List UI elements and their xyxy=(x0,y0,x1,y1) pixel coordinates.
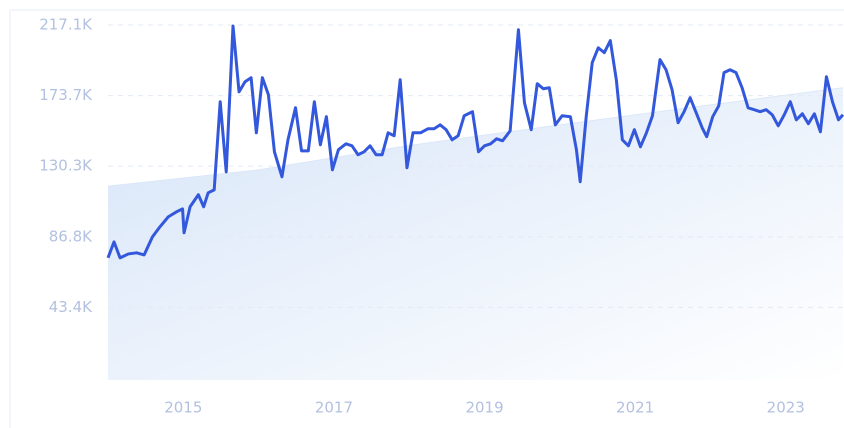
y-tick-label: 43.4K xyxy=(49,298,93,316)
trend-line xyxy=(107,87,844,187)
y-tick-label: 130.3K xyxy=(39,157,93,175)
x-tick-label: 2019 xyxy=(465,399,503,417)
x-tick-label: 2023 xyxy=(767,399,805,417)
x-tick-label: 2017 xyxy=(315,399,353,417)
x-tick-label: 2015 xyxy=(164,399,202,417)
y-tick-label: 86.8K xyxy=(49,227,93,245)
y-tick-label: 217.1K xyxy=(39,16,93,34)
x-tick-label: 2021 xyxy=(616,399,654,417)
data-line xyxy=(106,24,844,260)
y-tick-label: 173.7K xyxy=(39,86,93,104)
